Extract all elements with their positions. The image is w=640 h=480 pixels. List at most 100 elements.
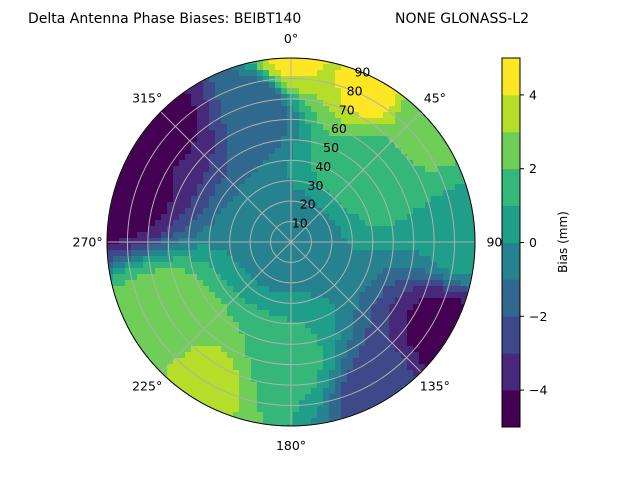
contour-cell — [359, 352, 366, 359]
contour-cell — [113, 166, 120, 173]
contour-cell — [269, 304, 276, 311]
contour-cell — [425, 352, 432, 359]
contour-cell — [203, 298, 210, 305]
contour-cell — [185, 148, 192, 155]
contour-cell — [167, 244, 174, 251]
contour-cell — [137, 220, 144, 227]
contour-cell — [281, 70, 288, 77]
contour-cell — [413, 190, 420, 197]
contour-cell — [377, 178, 384, 185]
contour-cell — [125, 274, 132, 281]
contour-cell — [347, 328, 354, 335]
contour-cell — [437, 310, 444, 317]
contour-cell — [335, 196, 342, 203]
contour-cell — [197, 136, 204, 143]
contour-cell — [149, 280, 156, 287]
contour-cell — [203, 382, 210, 389]
contour-cell — [263, 184, 270, 191]
contour-cell — [353, 322, 360, 329]
contour-cell — [365, 340, 372, 347]
contour-cell — [401, 166, 408, 173]
contour-cell — [323, 82, 330, 89]
contour-cell — [269, 394, 276, 401]
contour-cell — [401, 88, 408, 95]
contour-cell — [143, 232, 150, 239]
contour-cell — [275, 310, 282, 317]
contour-cell — [371, 232, 378, 239]
contour-cell — [257, 220, 264, 227]
contour-cell — [107, 220, 114, 227]
contour-cell — [239, 88, 246, 95]
contour-cell — [197, 268, 204, 275]
contour-cell — [353, 256, 360, 263]
contour-cell — [431, 364, 438, 371]
contour-cell — [371, 280, 378, 287]
contour-cell — [227, 124, 234, 131]
contour-cell — [389, 292, 396, 299]
contour-cell — [131, 220, 138, 227]
contour-cell — [383, 94, 390, 101]
contour-cell — [299, 268, 306, 275]
contour-cell — [347, 160, 354, 167]
contour-cell — [323, 106, 330, 113]
contour-cell — [191, 94, 198, 101]
contour-cell — [317, 142, 324, 149]
contour-cell — [431, 136, 438, 143]
contour-cell — [227, 304, 234, 311]
contour-cell — [281, 340, 288, 347]
contour-cell — [371, 106, 378, 113]
contour-cell — [149, 190, 156, 197]
contour-cell — [239, 214, 246, 221]
contour-cell — [395, 142, 402, 149]
contour-cell — [341, 76, 348, 83]
contour-cell — [203, 238, 210, 245]
contour-cell — [377, 298, 384, 305]
contour-cell — [413, 154, 420, 161]
contour-cell — [335, 88, 342, 95]
contour-cell — [203, 226, 210, 233]
contour-cell — [413, 142, 420, 149]
contour-cell — [149, 172, 156, 179]
contour-cell — [347, 238, 354, 245]
contour-cell — [227, 130, 234, 137]
contour-cell — [293, 166, 300, 173]
contour-cell — [329, 112, 336, 119]
contour-cell — [209, 370, 216, 377]
contour-cell — [365, 400, 372, 407]
contour-cell — [215, 298, 222, 305]
contour-cell — [311, 310, 318, 317]
contour-cell — [365, 370, 372, 377]
contour-cell — [269, 340, 276, 347]
contour-cell — [431, 328, 438, 335]
contour-cell — [347, 352, 354, 359]
contour-cell — [311, 274, 318, 281]
contour-cell — [359, 160, 366, 167]
contour-cell — [431, 208, 438, 215]
contour-cell — [191, 280, 198, 287]
contour-cell — [155, 136, 162, 143]
contour-cell — [401, 358, 408, 365]
contour-cell — [137, 292, 144, 299]
contour-cell — [311, 82, 318, 89]
contour-cell — [317, 406, 324, 413]
contour-cell — [323, 406, 330, 413]
contour-cell — [269, 250, 276, 257]
contour-cell — [113, 184, 120, 191]
contour-cell — [281, 196, 288, 203]
contour-cell — [155, 166, 162, 173]
contour-cell — [359, 394, 366, 401]
contour-cell — [281, 244, 288, 251]
contour-cell — [335, 118, 342, 125]
contour-cell — [215, 262, 222, 269]
contour-cell — [383, 244, 390, 251]
contour-cell — [311, 244, 318, 251]
contour-cell — [179, 106, 186, 113]
contour-cell — [359, 316, 366, 323]
contour-cell — [287, 250, 294, 257]
contour-cell — [431, 298, 438, 305]
contour-cell — [161, 256, 168, 263]
contour-cell — [353, 298, 360, 305]
contour-cell — [209, 286, 216, 293]
contour-cell — [269, 370, 276, 377]
contour-cell — [407, 256, 414, 263]
